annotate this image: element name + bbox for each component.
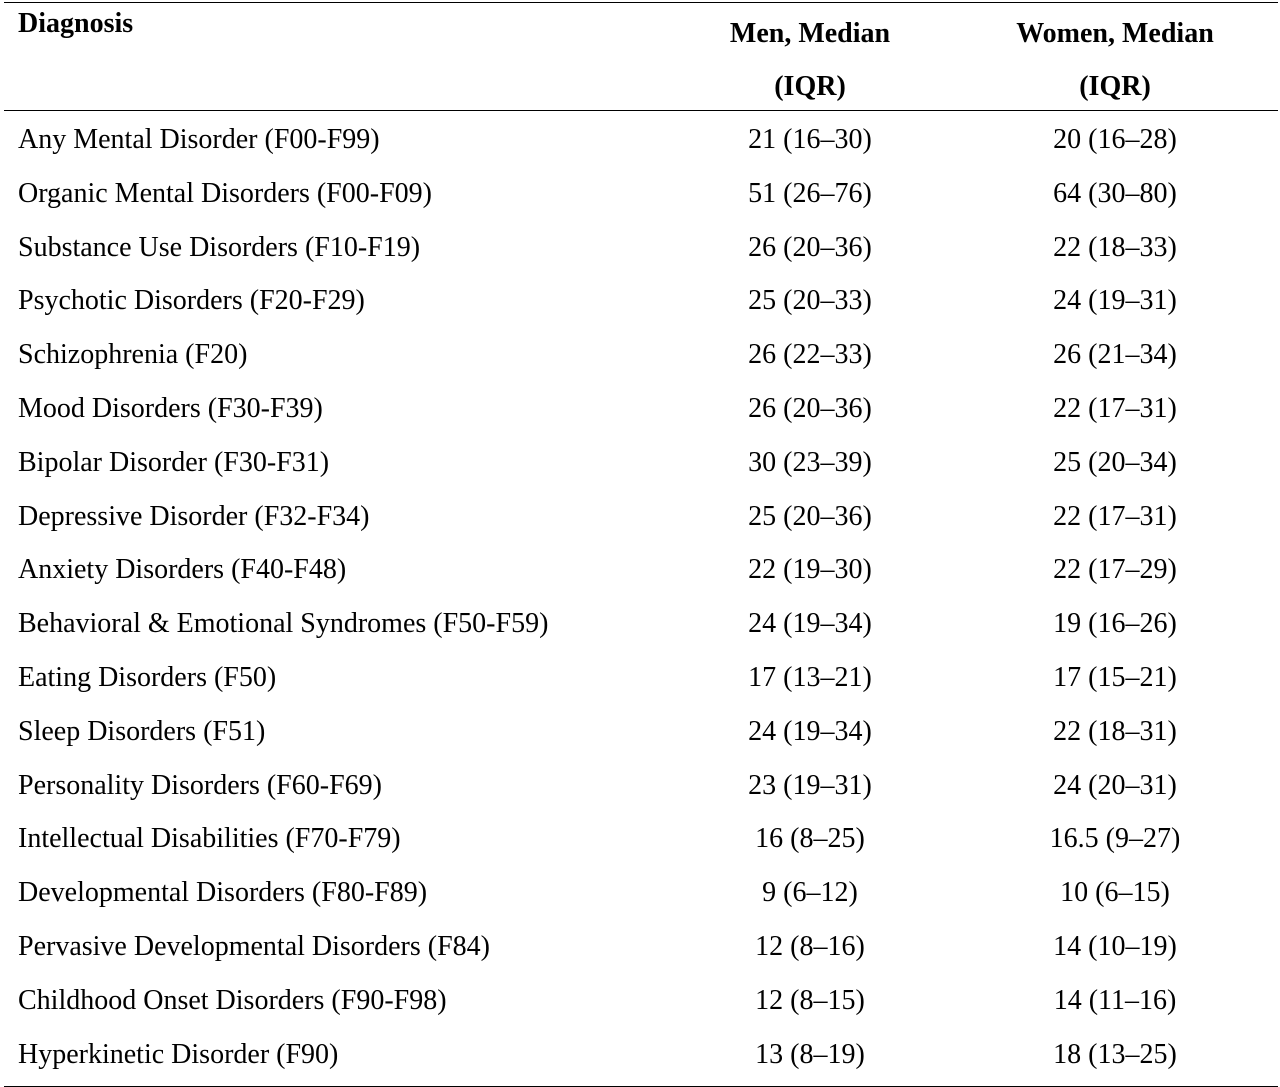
header-women-median: Women, Median (IQR) [1015,7,1215,113]
men-median-cell: 25 (20–36) [748,500,872,532]
table-row: Developmental Disorders (F80-F89) 9 (6–12… [4,866,1278,920]
data-table: Diagnosis Men, Median (IQR) Women, Media… [4,0,1278,1087]
diagnosis-cell: Any Mental Disorder (F00-F99) [18,124,380,155]
women-median-cell: 22 (17–29) [1053,554,1177,586]
table-row: Behavioral & Emotional Syndromes (F50-F5… [4,597,1278,651]
table-row: Bipolar Disorder (F30-F31) 30 (23–39) 25 (… [4,436,1278,490]
women-median-cell: 22 (18–33) [1053,231,1177,263]
men-median-cell: 24 (19–34) [748,715,872,747]
men-median-cell: 26 (20–36) [748,392,872,424]
men-median-cell: 30 (23–39) [748,446,872,478]
women-median-cell: 19 (16–26) [1053,608,1177,640]
table-row: Eating Disorders (F50) 17 (13–21) 17 (15–2… [4,651,1278,705]
diagnosis-cell: Behavioral & Emotional Syndromes (F50-F5… [18,608,549,640]
table-row: Psychotic Disorders (F20-F29) 25 (20–33) 2… [4,274,1278,328]
men-median-cell: 12 (8–15) [755,984,865,1016]
men-median-cell: 12 (8–16) [755,930,865,962]
diagnosis-cell: Substance Use Disorders (F10-F19) [18,231,421,263]
men-median-cell: 13 (8–19) [755,1038,865,1070]
diagnosis-cell: Intellectual Disabilities (F70-F79) [18,823,401,855]
table-row: Any Mental Disorder (F00-F99) 21 (16–30) 2… [4,113,1278,167]
diagnosis-cell: Bipolar Disorder (F30-F31) [18,446,330,478]
men-median-cell: 17 (13–21) [748,661,872,693]
header-rule [4,110,1278,111]
table-row: Personality Disorders (F60-F69) 23 (19–31… [4,759,1278,813]
women-median-cell: 64 (30–80) [1053,177,1177,209]
men-median-cell: 51 (26–76) [748,177,872,209]
diagnosis-cell: Personality Disorders (F60-F69) [18,769,382,801]
diagnosis-cell: Pervasive Developmental Disorders (F84) [18,930,490,962]
header-men-median: Men, Median (IQR) [710,7,910,113]
women-median-cell: 22 (17–31) [1053,392,1177,424]
header-men-line1: Men, Median [729,18,891,49]
women-median-cell: 17 (15–21) [1053,661,1177,693]
header-men-line2: (IQR) [774,71,846,102]
women-median-cell: 18 (13–25) [1053,1038,1177,1070]
women-median-cell: 14 (10–19) [1053,930,1177,962]
table-row: Substance Use Disorders (F10-F19) 26 (20–… [4,221,1278,275]
diagnosis-cell: Schizophrenia (F20) [18,339,248,371]
table-header: Diagnosis Men, Median (IQR) Women, Media… [4,3,1278,110]
women-median-cell: 14 (11–16) [1053,984,1177,1016]
table-row: Organic Mental Disorders (F00-F09) 51 (26… [4,167,1278,221]
women-median-cell: 24 (19–31) [1053,285,1177,317]
men-median-cell: 26 (22–33) [748,339,872,371]
diagnosis-cell: Eating Disorders (F50) [18,661,277,693]
table-row: Pervasive Developmental Disorders (F84) 1… [4,920,1278,974]
diagnosis-cell: Psychotic Disorders (F20-F29) [18,285,365,317]
women-median-cell: 22 (17–31) [1053,500,1177,532]
table-row: Depressive Disorder (F32-F34) 25 (20–36) 2… [4,490,1278,544]
diagnosis-cell: Organic Mental Disorders (F00-F09) [18,177,432,209]
table-row: Sleep Disorders (F51) 24 (19–34) 22 (18–31… [4,705,1278,759]
table-row: Intellectual Disabilities (F70-F79) 16 (8… [4,812,1278,866]
diagnosis-cell: Anxiety Disorders (F40-F48) [18,554,347,586]
table-row: Childhood Onset Disorders (F90-F98) 12 (8… [4,974,1278,1028]
table-body: Any Mental Disorder (F00-F99) 21 (16–30) 2… [4,111,1278,1081]
men-median-cell: 21 (16–30) [748,124,872,155]
header-diagnosis: Diagnosis [18,8,134,39]
table-row: Hyperkinetic Disorder (F90) 13 (8–19) 18 (… [4,1028,1278,1082]
men-median-cell: 24 (19–34) [748,608,872,640]
men-median-cell: 22 (19–30) [748,554,872,586]
women-median-cell: 20 (16–28) [1053,124,1177,155]
diagnosis-cell: Depressive Disorder (F32-F34) [18,500,370,532]
women-median-cell: 16.5 (9–27) [1049,823,1181,855]
diagnosis-cell: Childhood Onset Disorders (F90-F98) [18,984,447,1016]
women-median-cell: 24 (20–31) [1053,769,1177,801]
table-row: Schizophrenia (F20) 26 (22–33) 26 (21–34) [4,328,1278,382]
men-median-cell: 23 (19–31) [748,769,872,801]
women-median-cell: 10 (6–15) [1060,877,1170,909]
header-women-line2: (IQR) [1079,71,1151,102]
diagnosis-cell: Mood Disorders (F30-F39) [18,392,323,424]
table-row: Anxiety Disorders (F40-F48) 22 (19–30) 22 … [4,543,1278,597]
men-median-cell: 16 (8–25) [755,823,865,855]
women-median-cell: 25 (20–34) [1053,446,1177,478]
men-median-cell: 9 (6–12) [762,877,858,909]
diagnosis-cell: Sleep Disorders (F51) [18,715,266,747]
men-median-cell: 26 (20–36) [748,231,872,263]
table-top-rule [4,2,1278,3]
men-median-cell: 25 (20–33) [748,285,872,317]
header-women-line1: Women, Median [1016,18,1214,49]
table-row: Mood Disorders (F30-F39) 26 (20–36) 22 (17… [4,382,1278,436]
diagnosis-cell: Developmental Disorders (F80-F89) [18,877,428,909]
women-median-cell: 22 (18–31) [1053,715,1177,747]
women-median-cell: 26 (21–34) [1053,339,1177,371]
diagnosis-cell: Hyperkinetic Disorder (F90) [18,1038,339,1070]
